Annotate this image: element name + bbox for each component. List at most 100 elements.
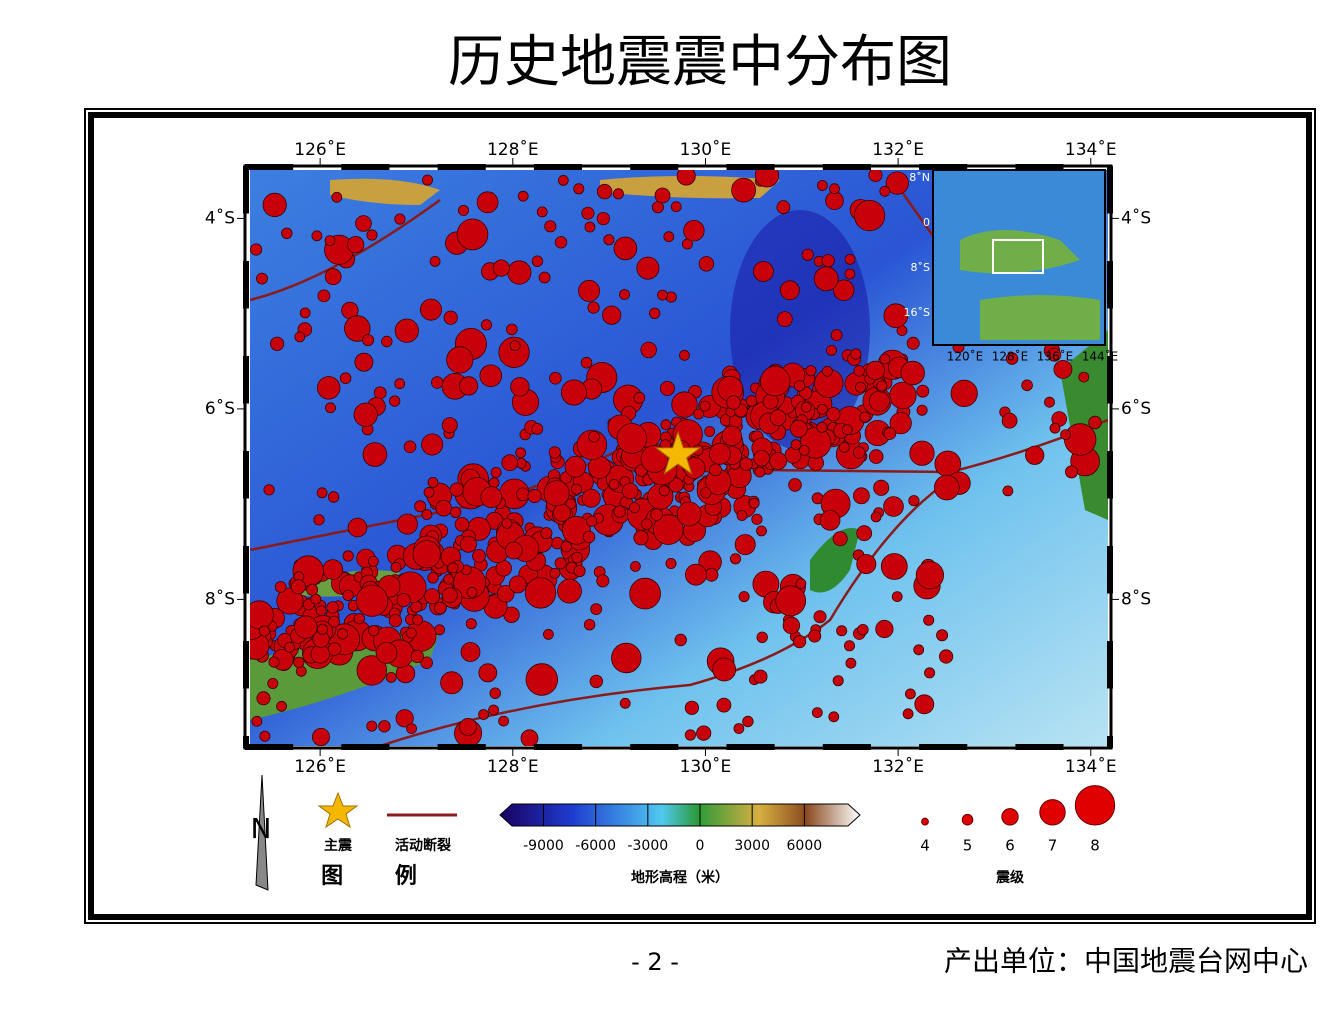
earthquake bbox=[578, 279, 601, 302]
earthquake bbox=[841, 424, 853, 436]
magnitude-title: 震级 bbox=[995, 869, 1025, 886]
earthquake bbox=[538, 271, 551, 284]
frame-bar bbox=[822, 164, 871, 170]
earthquake bbox=[554, 557, 567, 570]
earthquake bbox=[693, 408, 704, 420]
earthquake bbox=[508, 575, 527, 594]
earthquake bbox=[366, 229, 378, 241]
earthquake bbox=[704, 567, 719, 582]
earthquake bbox=[570, 483, 583, 495]
inset-lon-label: 120˚E bbox=[947, 349, 984, 364]
earthquake bbox=[619, 697, 631, 709]
lon-label: 134˚E bbox=[1065, 756, 1117, 777]
earthquake bbox=[312, 728, 330, 746]
earthquake bbox=[700, 487, 712, 499]
earthquake bbox=[880, 553, 908, 580]
earthquake bbox=[754, 466, 766, 478]
earthquake bbox=[331, 191, 343, 203]
earthquake bbox=[844, 268, 856, 280]
earthquake bbox=[412, 540, 441, 569]
earthquake bbox=[950, 379, 978, 407]
frame-bar bbox=[243, 166, 249, 214]
earthquake bbox=[938, 649, 954, 664]
earthquake bbox=[844, 640, 856, 652]
frame-bar bbox=[437, 164, 486, 170]
frame-bar bbox=[1107, 451, 1113, 499]
earthquake bbox=[726, 395, 741, 410]
earthquake bbox=[789, 419, 808, 438]
earthquake bbox=[813, 610, 827, 624]
map-area bbox=[220, 170, 1108, 746]
legend-title: 图 例 bbox=[321, 864, 439, 889]
earthquake bbox=[676, 501, 702, 527]
earthquake bbox=[776, 200, 791, 215]
earthquake bbox=[583, 619, 596, 631]
magnitude-label: 8 bbox=[1090, 837, 1100, 855]
earthquake bbox=[784, 446, 802, 464]
earthquake bbox=[440, 671, 464, 695]
lon-label: 126˚E bbox=[294, 756, 346, 777]
earthquake bbox=[641, 518, 653, 530]
earthquake bbox=[883, 303, 909, 329]
earthquake bbox=[412, 614, 424, 626]
earthquake bbox=[527, 488, 542, 504]
earthquake bbox=[684, 700, 700, 715]
earthquake bbox=[738, 591, 750, 603]
earthquake bbox=[736, 510, 748, 521]
earthquake bbox=[619, 289, 630, 300]
earthquake bbox=[830, 329, 843, 342]
earthquake bbox=[676, 170, 696, 186]
lon-label: 134˚E bbox=[1065, 139, 1117, 160]
frame-bar bbox=[1107, 261, 1113, 309]
earthquake bbox=[1088, 415, 1102, 430]
earthquake bbox=[596, 183, 613, 200]
earthquake bbox=[1021, 379, 1033, 392]
magnitude-label: 4 bbox=[920, 837, 930, 855]
earthquake bbox=[478, 709, 490, 720]
earthquake bbox=[883, 427, 897, 440]
earthquake bbox=[795, 578, 807, 589]
earthquake bbox=[684, 729, 697, 741]
earthquake bbox=[316, 623, 328, 635]
earthquake bbox=[751, 513, 763, 525]
earthquake bbox=[793, 380, 806, 392]
earthquake bbox=[507, 260, 532, 285]
earthquake bbox=[353, 613, 365, 625]
earthquake bbox=[663, 231, 675, 243]
earthquake bbox=[515, 447, 527, 459]
magnitude-circle bbox=[961, 813, 974, 826]
earthquake bbox=[748, 497, 760, 509]
earthquake bbox=[263, 484, 275, 496]
earthquake bbox=[914, 694, 935, 715]
earthquake bbox=[421, 174, 433, 186]
earthquake bbox=[454, 516, 470, 532]
earthquake bbox=[651, 201, 664, 214]
earthquake bbox=[220, 616, 231, 627]
magnitude-label: 5 bbox=[963, 837, 973, 855]
colorbar-tick-label: 6000 bbox=[787, 838, 823, 854]
earthquake bbox=[590, 603, 603, 615]
earthquake bbox=[381, 335, 393, 348]
magnitude-label: 7 bbox=[1048, 837, 1058, 855]
earthquake bbox=[549, 568, 561, 579]
earthquake bbox=[636, 256, 660, 280]
earthquake bbox=[543, 480, 570, 507]
earthquake bbox=[1005, 352, 1019, 365]
earthquake bbox=[324, 268, 342, 286]
earthquake bbox=[733, 723, 745, 734]
earthquake bbox=[853, 200, 886, 232]
lat-label: 8˚S bbox=[205, 588, 235, 609]
earthquake bbox=[588, 430, 600, 443]
colorbar-tick-label: 0 bbox=[696, 838, 705, 854]
earthquake bbox=[582, 530, 596, 544]
earthquake bbox=[800, 401, 812, 413]
earthquake bbox=[584, 221, 596, 233]
earthquake bbox=[480, 319, 493, 331]
earthquake bbox=[754, 170, 780, 188]
earthquake bbox=[753, 450, 770, 467]
frame-bar bbox=[243, 356, 249, 404]
earthquake bbox=[816, 421, 828, 433]
earthquake bbox=[356, 655, 388, 686]
earthquake bbox=[509, 340, 521, 352]
earthquake bbox=[313, 514, 325, 526]
